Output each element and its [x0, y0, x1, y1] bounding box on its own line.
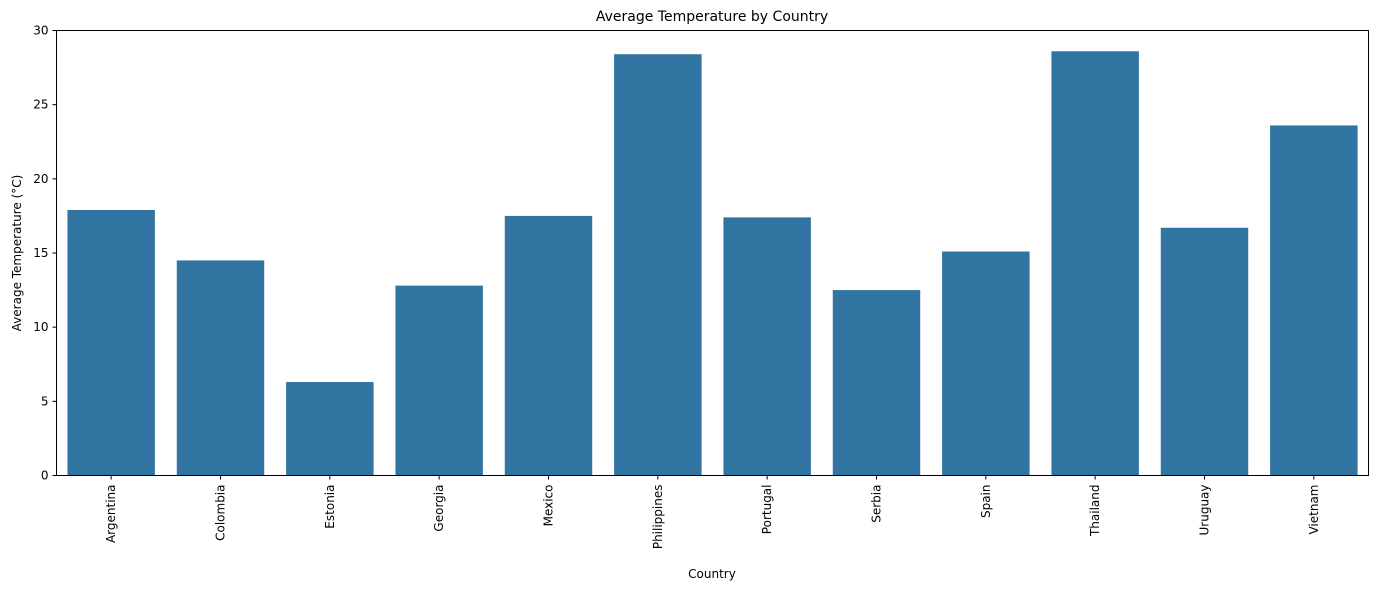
- bar-spain: [942, 251, 1030, 476]
- y-axis-label: Average Temperature (°C): [10, 175, 24, 332]
- bar-estonia: [286, 382, 374, 476]
- chart-title: Average Temperature by Country: [596, 9, 828, 25]
- bars-group: [67, 51, 1358, 476]
- x-tick-label: Vietnam: [1307, 485, 1321, 535]
- y-tick-label: 5: [41, 394, 49, 408]
- x-tick-label: Uruguay: [1198, 485, 1212, 536]
- y-tick-label: 20: [33, 172, 48, 186]
- bar-thailand: [1051, 51, 1139, 476]
- bar-vietnam: [1270, 125, 1358, 476]
- bar-colombia: [176, 260, 265, 476]
- bar-uruguay: [1160, 227, 1249, 476]
- bar-mexico: [504, 215, 593, 476]
- x-tick-label: Philippines: [651, 485, 665, 550]
- x-axis-label: Country: [688, 567, 736, 581]
- x-tick-label: Mexico: [542, 485, 556, 527]
- bar-serbia: [832, 290, 921, 476]
- x-tick-label: Portugal: [760, 485, 774, 535]
- bar-georgia: [395, 285, 483, 476]
- bar-portugal: [723, 217, 811, 476]
- y-tick-label: 30: [33, 24, 48, 38]
- bar-philippines: [614, 54, 702, 476]
- bar-argentina: [67, 209, 155, 476]
- x-tick-label: Thailand: [1088, 485, 1102, 538]
- x-axis-ticks: Argentina Colombia Estonia Georgia Mexico Phi…: [104, 475, 1321, 550]
- x-tick-label: Argentina: [104, 485, 118, 544]
- x-tick-label: Estonia: [323, 485, 337, 529]
- plot-frame: [56, 30, 1369, 476]
- x-tick-label: Colombia: [214, 485, 228, 541]
- y-tick-label: 15: [33, 246, 48, 260]
- y-tick-label: 25: [33, 98, 48, 112]
- y-tick-label: 0: [41, 469, 49, 483]
- x-tick-label: Georgia: [432, 485, 446, 532]
- y-tick-label: 10: [33, 320, 48, 334]
- y-axis-ticks: 0 5 10 15 20 25 30: [33, 24, 57, 483]
- x-tick-label: Spain: [979, 485, 993, 519]
- x-tick-label: Serbia: [870, 485, 884, 523]
